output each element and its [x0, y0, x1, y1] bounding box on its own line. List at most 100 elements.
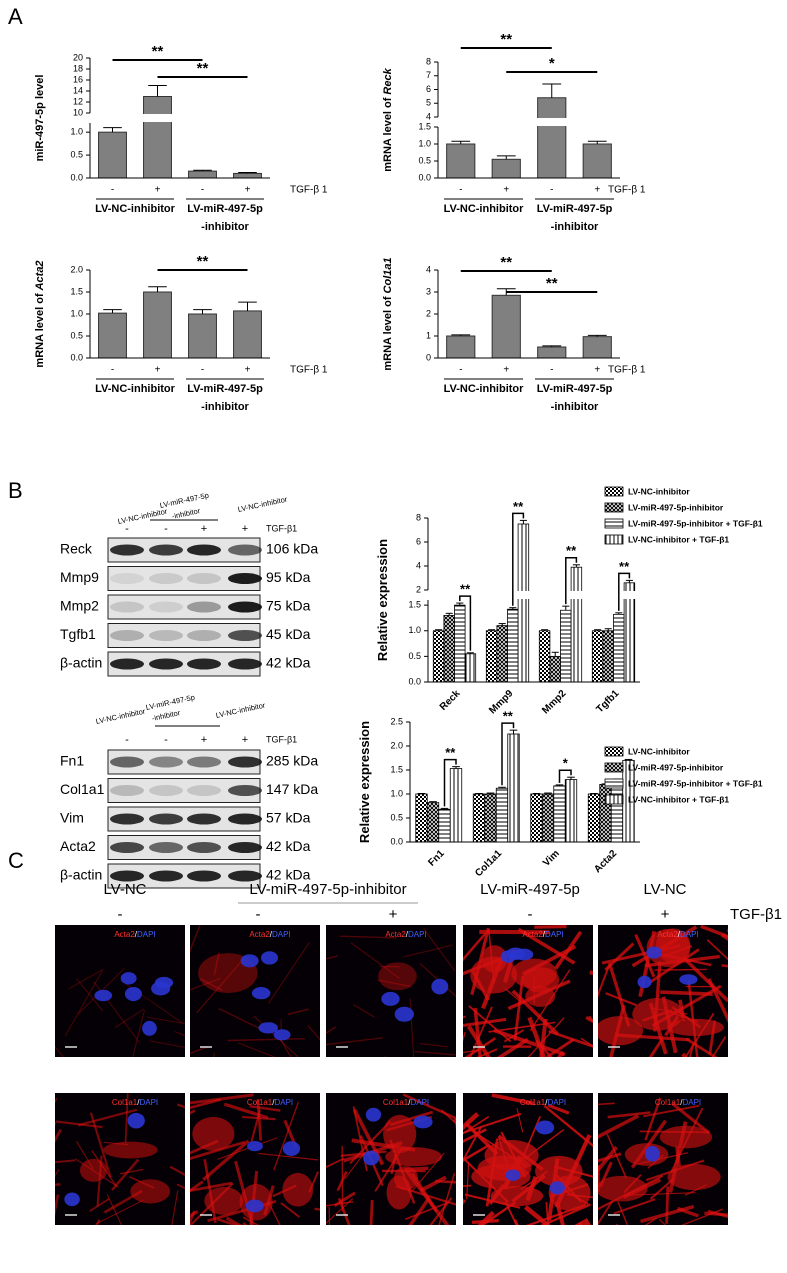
stain-fiber	[120, 1168, 144, 1175]
blot-band	[228, 544, 262, 556]
x-tick-label: +	[594, 185, 600, 196]
stain-fiber	[89, 1112, 112, 1178]
stain-fiber	[280, 1202, 301, 1218]
y-axis-title-text: Relative expression	[375, 539, 390, 661]
bar	[517, 523, 530, 683]
stain-fiber	[463, 1128, 487, 1144]
stain-fiber	[96, 1199, 144, 1225]
nucleus	[413, 1115, 433, 1129]
bar	[491, 294, 521, 359]
x-tick-label: +	[245, 365, 251, 376]
stain-fiber	[580, 1037, 593, 1048]
blot-band	[228, 658, 262, 670]
stain-fiber	[89, 1198, 110, 1212]
stain-fiber	[369, 1199, 374, 1225]
stain-fiber	[429, 1197, 453, 1225]
bar	[233, 172, 262, 179]
y-tick-label: 18	[73, 63, 83, 73]
blot-band	[187, 785, 221, 796]
lane-sign: -	[164, 523, 168, 535]
molecular-weight: 42 kDa	[266, 838, 311, 854]
micrograph: Acta2/DAPI	[326, 925, 456, 1057]
column-sign: -	[118, 906, 123, 923]
blot-band	[228, 813, 262, 825]
stain-fiber	[607, 1111, 651, 1119]
nucleus	[431, 978, 449, 995]
significance-label: **	[197, 60, 209, 77]
stain-label: Col1a1/DAPI	[383, 1098, 429, 1107]
group-label: LV-NC-inhibitor	[95, 383, 176, 395]
stain-fiber	[174, 1031, 185, 1037]
stain-fiber	[527, 1017, 565, 1057]
stain-fiber	[336, 1170, 348, 1192]
significance-label: **	[566, 543, 577, 558]
bar	[98, 312, 127, 359]
column-sign: +	[661, 906, 670, 923]
stain-fiber	[190, 1045, 209, 1055]
bar	[553, 785, 566, 843]
bar	[591, 630, 604, 683]
blot-band	[149, 785, 183, 796]
y-tick-label: 16	[73, 74, 83, 84]
stain-fiber	[190, 1180, 204, 1193]
stain-fiber	[225, 1216, 243, 1225]
group-label: LV-miR-497-5p	[537, 203, 613, 215]
molecular-weight: 285 kDa	[266, 753, 318, 769]
stain-fiber	[598, 1102, 615, 1106]
legend-swatch	[604, 534, 624, 545]
micrograph: Col1a1/DAPI	[598, 1093, 728, 1225]
bar	[472, 793, 486, 843]
blot-band	[187, 870, 221, 882]
stain-fiber	[190, 1210, 199, 1218]
group-label: -inhibitor	[201, 401, 249, 413]
stain-dapi: DAPI	[680, 930, 699, 939]
stain-cell	[383, 1114, 417, 1154]
protein-name: Vim	[60, 810, 84, 826]
y-axis-title: Relative expression	[375, 539, 390, 661]
y-axis-title-gene: Reck	[382, 67, 394, 94]
blot-band	[149, 813, 183, 825]
stain-fiber	[242, 1216, 260, 1225]
stain-fiber	[681, 956, 728, 1003]
stain-cell	[659, 1125, 713, 1149]
y-tick-label: 12	[73, 96, 83, 106]
column-sign: +	[389, 906, 398, 923]
stain-fiber	[190, 1098, 222, 1110]
stain-fiber	[196, 957, 246, 1014]
legend-label: LV-NC-inhibitor + TGF-β1	[628, 534, 729, 544]
stain-separator: /	[137, 1098, 140, 1107]
protein-name: Mmp9	[60, 569, 99, 585]
stain-fiber	[464, 1037, 497, 1057]
stain-fiber	[617, 1200, 629, 1225]
stain-fiber	[419, 1175, 447, 1193]
micrograph: Acta2/DAPI	[463, 925, 593, 1057]
stain-fiber	[605, 992, 637, 1007]
stain-fiber	[711, 1036, 727, 1057]
stain-separator: /	[680, 1098, 683, 1107]
nucleus	[679, 974, 698, 985]
bar	[143, 96, 172, 179]
significance-label: **	[500, 254, 512, 271]
factor-label: TGF-β 1	[290, 185, 328, 196]
molecular-weight: 57 kDa	[266, 810, 311, 826]
stain-fiber	[463, 1116, 490, 1135]
y-tick-label: 2.0	[70, 264, 83, 274]
stain-fiber	[654, 968, 707, 971]
stain-cell	[522, 967, 560, 993]
lane-sign: +	[201, 734, 207, 746]
group-label: LV-miR-497-5p	[537, 383, 613, 395]
microscopy: LV-NC LV-miR-497-5p-inhibitor LV-miR-497-5…	[55, 881, 782, 1225]
x-tick-label: -	[550, 365, 553, 376]
significance-bracket	[512, 512, 525, 606]
bar	[495, 787, 509, 843]
stain-fiber	[227, 1037, 305, 1042]
y-tick-label: 3	[426, 286, 431, 296]
group-label: -inhibitor	[201, 221, 249, 233]
bar	[449, 768, 463, 843]
stain-dapi: DAPI	[139, 1098, 158, 1107]
nucleus	[646, 946, 663, 959]
blot-band	[187, 813, 221, 825]
significance-bracket	[618, 572, 631, 611]
chart: Reck Mmp9 Mmp2 Tgfb1********LV-NC-inhibitor…	[375, 486, 762, 716]
stain-fiber	[414, 1050, 456, 1056]
